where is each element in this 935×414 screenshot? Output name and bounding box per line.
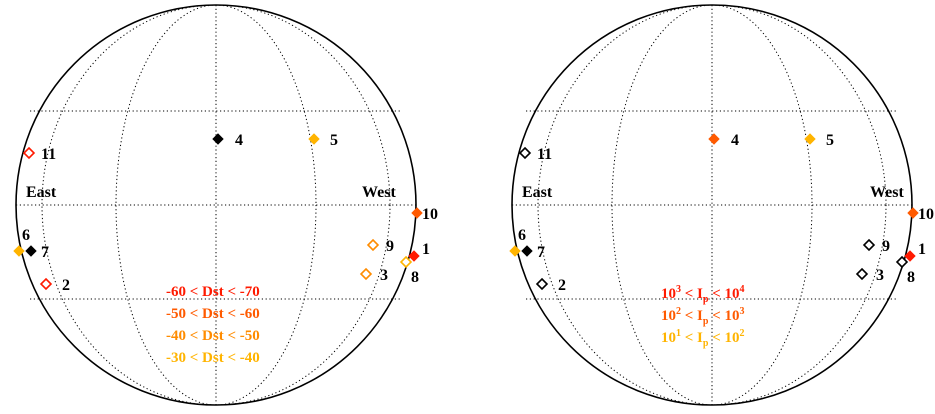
left-event-label-1: 1 bbox=[422, 241, 430, 258]
right-west-label: West bbox=[870, 184, 904, 201]
left-event-label-7: 7 bbox=[41, 244, 49, 261]
right-event-marker-3 bbox=[855, 267, 869, 281]
left-event-marker-7 bbox=[25, 245, 37, 257]
right-event-marker-2 bbox=[535, 277, 549, 291]
left-event-label-5: 5 bbox=[330, 132, 338, 149]
right-event-label-1: 1 bbox=[918, 241, 926, 258]
right-event-label-8: 8 bbox=[907, 269, 915, 286]
right-event-label-6: 6 bbox=[518, 227, 526, 244]
right-legend-entry: 102 < Ip < 103 bbox=[661, 306, 745, 327]
right-event-marker-5 bbox=[804, 133, 816, 145]
left-legend-entry: -50 < Dst < -60 bbox=[166, 306, 260, 322]
left-event-label-8: 8 bbox=[411, 269, 419, 286]
left-disc-grid bbox=[16, 4, 416, 406]
right-event-label-7: 7 bbox=[537, 244, 545, 261]
left-event-label-3: 3 bbox=[380, 267, 388, 284]
left-event-marker-9 bbox=[366, 238, 380, 252]
left-east-label: East bbox=[26, 184, 57, 201]
right-legend-entry: 101 < Ip < 102 bbox=[661, 328, 745, 349]
left-legend: -60 < Dst < -70 -50 < Dst < -60 -40 < Ds… bbox=[166, 284, 260, 366]
right-event-marker-1 bbox=[904, 250, 916, 262]
right-event-label-11: 11 bbox=[537, 146, 552, 163]
left-event-label-11: 11 bbox=[41, 146, 56, 163]
left-legend-entry: -60 < Dst < -70 bbox=[166, 284, 260, 300]
left-event-marker-8 bbox=[399, 255, 413, 269]
right-event-marker-10 bbox=[907, 207, 919, 219]
right-event-marker-9 bbox=[862, 238, 876, 252]
right-event-marker-6 bbox=[509, 245, 521, 257]
right-east-label: East bbox=[522, 184, 553, 201]
right-legend-entry: 103 < Ip < 104 bbox=[661, 284, 745, 305]
left-event-marker-1 bbox=[408, 250, 420, 262]
right-event-label-3: 3 bbox=[876, 267, 884, 284]
left-event-label-2: 2 bbox=[62, 277, 70, 294]
right-event-label-2: 2 bbox=[558, 277, 566, 294]
left-event-marker-4 bbox=[212, 133, 224, 145]
right-event-label-10: 10 bbox=[918, 206, 934, 223]
left-west-label: West bbox=[362, 184, 396, 201]
left-event-marker-11 bbox=[22, 146, 36, 160]
left-legend-entry: -30 < Dst < -40 bbox=[166, 350, 260, 366]
right-event-marker-11 bbox=[518, 146, 532, 160]
left-event-marker-3 bbox=[359, 267, 373, 281]
right-event-label-4: 4 bbox=[731, 132, 739, 149]
right-disc-outline bbox=[511, 4, 913, 406]
left-event-marker-2 bbox=[39, 277, 53, 291]
right-event-marker-7 bbox=[521, 245, 533, 257]
right-event-marker-8 bbox=[895, 255, 909, 269]
left-event-label-10: 10 bbox=[422, 206, 438, 223]
left-event-label-4: 4 bbox=[235, 132, 243, 149]
right-event-marker-4 bbox=[708, 133, 720, 145]
left-event-marker-6 bbox=[13, 245, 25, 257]
right-event-label-9: 9 bbox=[882, 238, 890, 255]
left-event-label-9: 9 bbox=[386, 238, 394, 255]
left-event-label-6: 6 bbox=[22, 227, 30, 244]
left-disc-outline bbox=[15, 4, 417, 406]
left-event-marker-5 bbox=[308, 133, 320, 145]
left-event-marker-10 bbox=[411, 207, 423, 219]
right-event-label-5: 5 bbox=[826, 132, 834, 149]
left-legend-entry: -40 < Dst < -50 bbox=[166, 328, 260, 344]
right-legend: 103 < Ip < 104 102 < Ip < 103 101 < Ip <… bbox=[661, 284, 745, 349]
